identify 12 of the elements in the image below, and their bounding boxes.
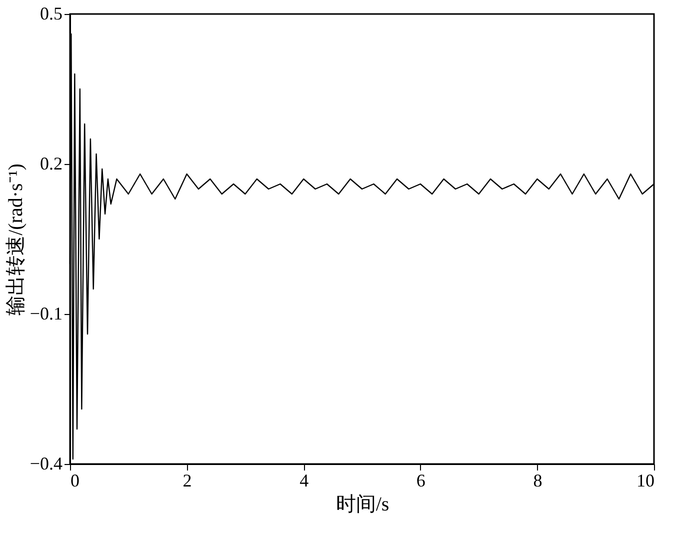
x-tick-label: 2	[182, 470, 192, 490]
x-tick-label: 8	[533, 470, 542, 490]
y-axis-title: 输出转速/(rad·s⁻¹)	[4, 164, 27, 316]
y-tick-label: 0.2	[40, 154, 62, 174]
x-tick-label: 6	[416, 470, 426, 490]
x-tick-label: 4	[300, 470, 309, 490]
x-tick-label: 0	[70, 470, 80, 490]
x-tick-label: 10	[636, 470, 654, 490]
y-tick-label: −0.4	[30, 454, 62, 474]
y-tick-label: 0.5	[40, 4, 62, 24]
x-axis-title: 时间/s	[336, 494, 390, 516]
y-tick-label: −0.1	[30, 304, 62, 324]
